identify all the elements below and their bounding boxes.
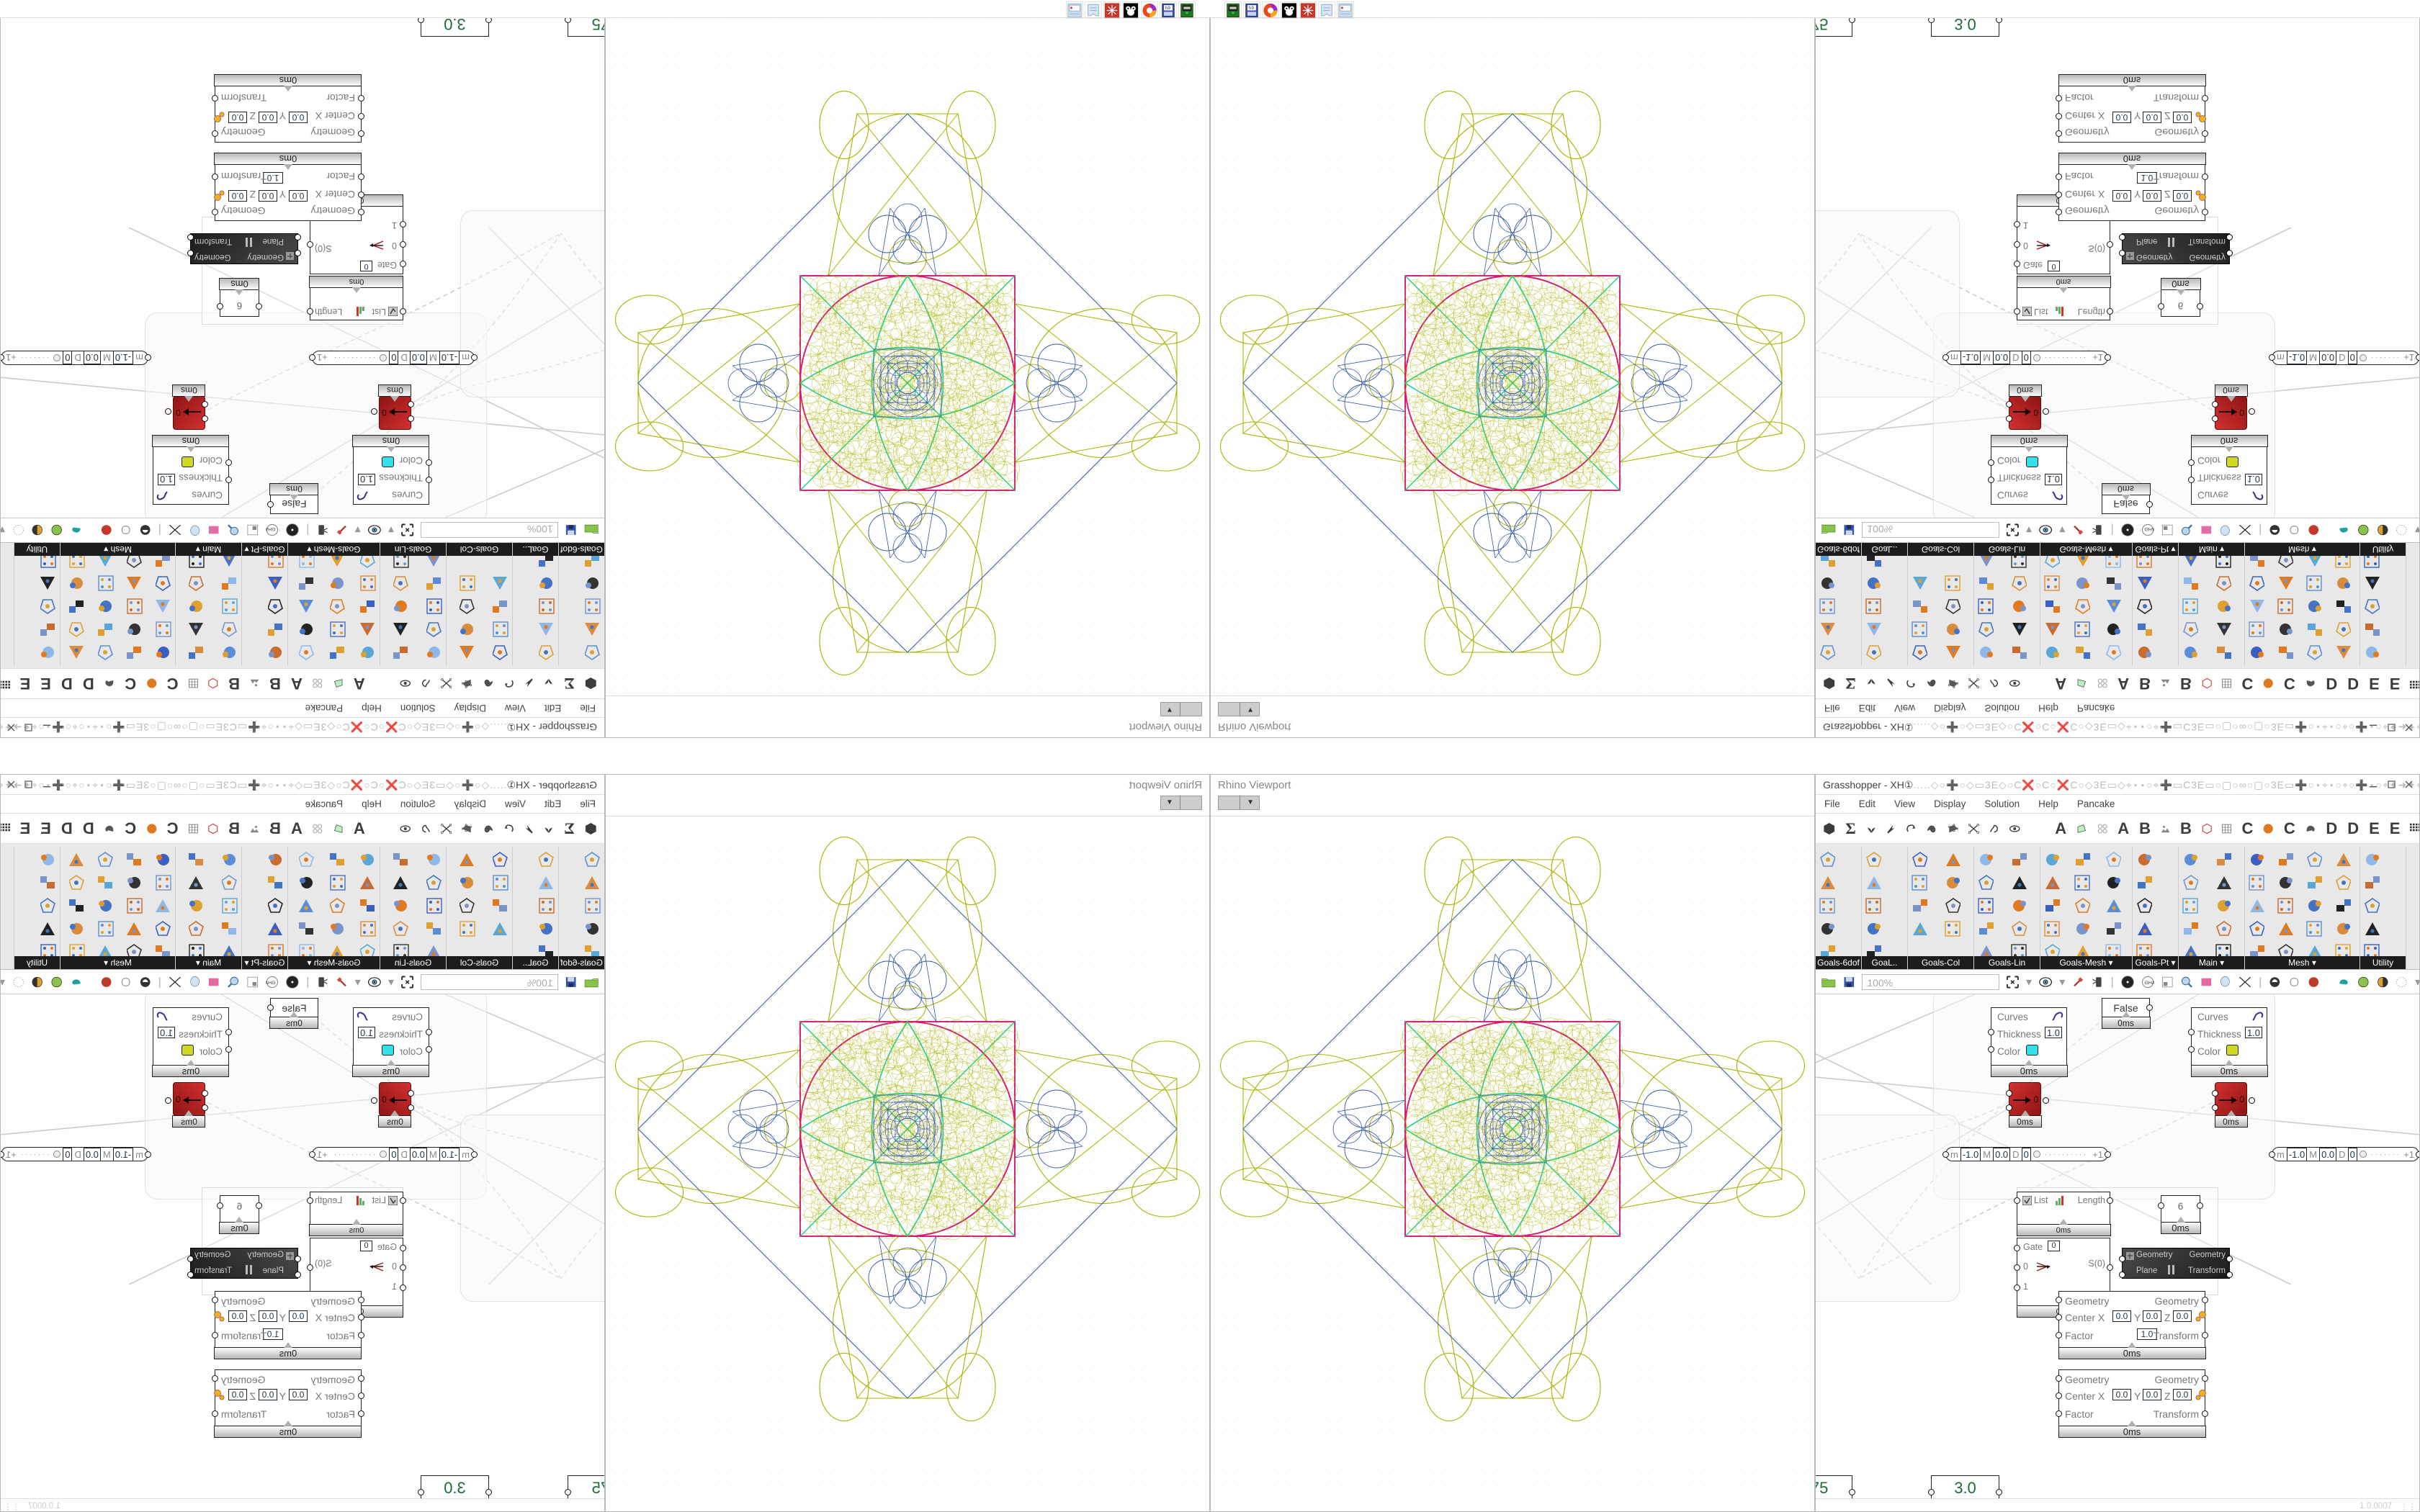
svg-text:GHA: GHA xyxy=(266,526,276,531)
svg-text:GHA: GHA xyxy=(2145,526,2155,531)
svg-text:h9: h9 xyxy=(1248,6,1254,11)
svg-text:GHA: GHA xyxy=(266,981,276,986)
svg-text:GHA: GHA xyxy=(2145,981,2155,986)
svg-text:h9: h9 xyxy=(1165,6,1170,11)
